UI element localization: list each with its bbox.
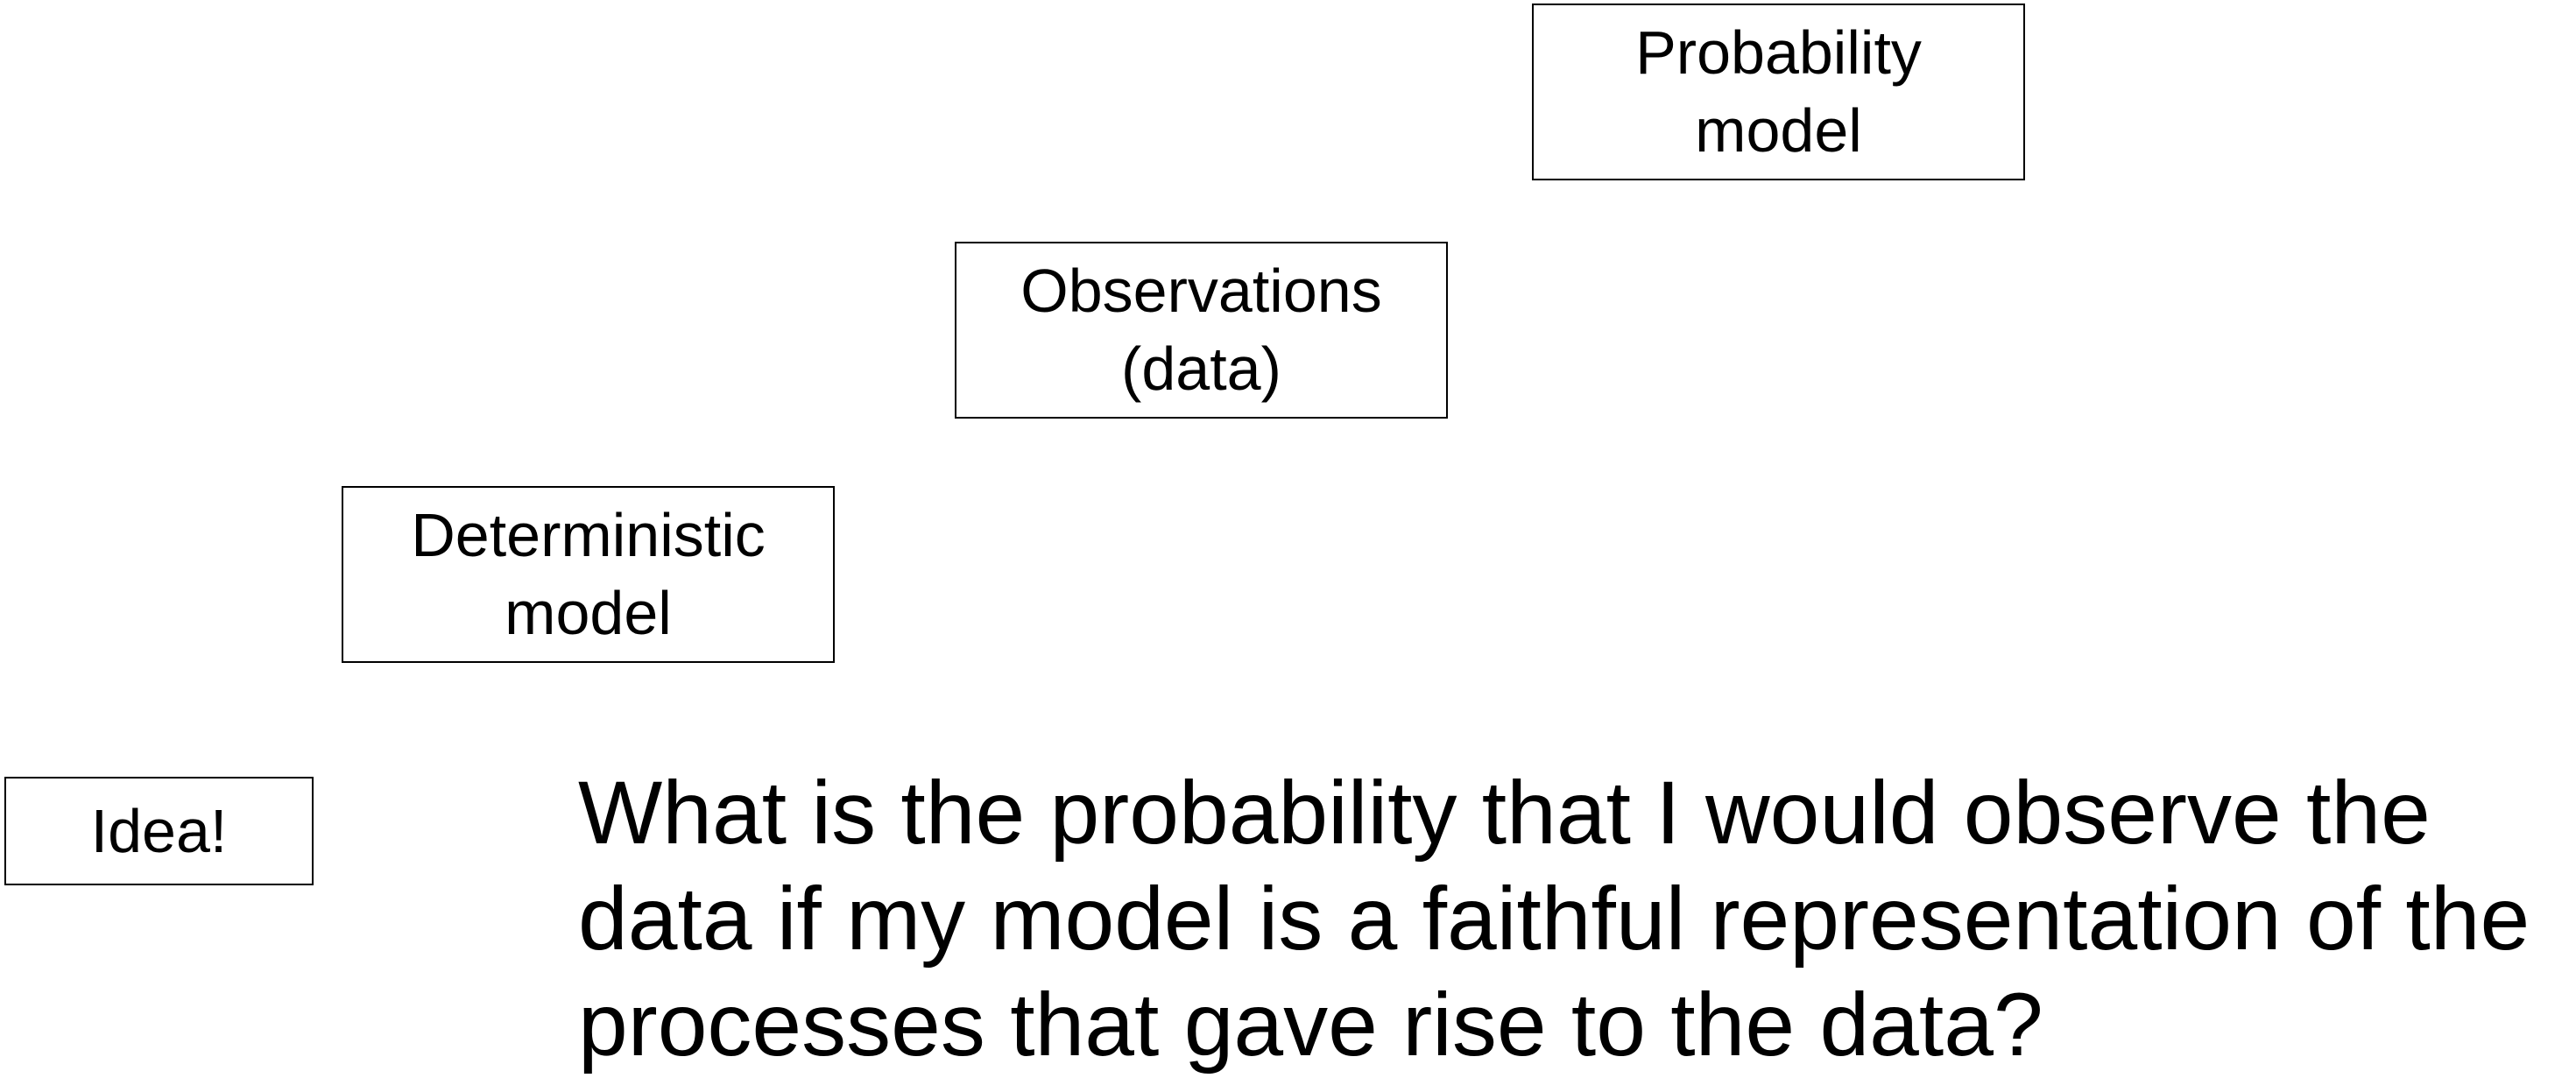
observations-label-line1: Observations: [1020, 257, 1382, 326]
probability-model-label-line2: model: [1695, 96, 1862, 165]
probability-model-label-line1: Probability: [1635, 18, 1922, 88]
question-text: What is the probability that I would obs…: [578, 763, 2530, 1074]
probability-model-box: Probability model: [1532, 4, 2025, 180]
idea-box: Idea!: [4, 777, 314, 885]
observations-label-line2: (data): [1121, 335, 1281, 403]
idea-label: Idea!: [90, 796, 228, 865]
deterministic-model-box: Deterministic model: [342, 486, 835, 663]
deterministic-model-label-line2: model: [505, 579, 672, 647]
deterministic-model-label-line1: Deterministic: [411, 501, 766, 570]
observations-box: Observations (data): [955, 242, 1448, 419]
